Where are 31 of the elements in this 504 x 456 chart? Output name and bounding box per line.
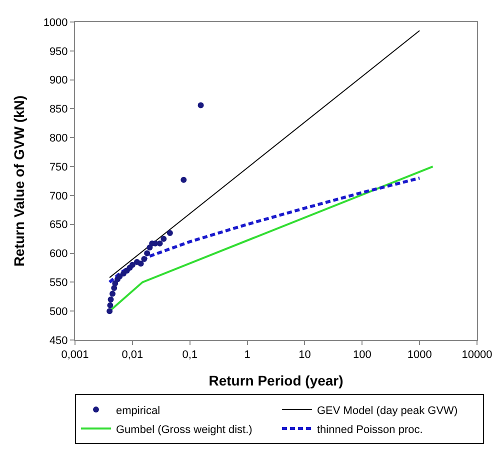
legend-label: Gumbel (Gross weight dist.) <box>116 424 252 436</box>
legend-label: GEV Model (day peak GVW) <box>317 404 458 417</box>
legend-label: empirical <box>116 404 160 417</box>
y-tick-label: 750 <box>49 161 68 174</box>
point <box>160 236 167 242</box>
x-tick-label: 0,001 <box>61 349 89 362</box>
x-tick-label: 1 <box>244 349 250 362</box>
point <box>141 256 148 262</box>
y-tick-label: 1000 <box>43 16 68 29</box>
x-tick-label: 10 <box>298 349 311 362</box>
y-tick-label: 700 <box>49 190 68 202</box>
x-tick-label: 0,1 <box>182 349 198 362</box>
y-tick-label: 950 <box>49 46 68 58</box>
y-tick-label: 450 <box>49 334 68 347</box>
point <box>129 262 136 268</box>
y-tick-label: 600 <box>49 248 68 260</box>
y-tick-label: 900 <box>49 74 68 87</box>
y-tick-label: 500 <box>49 306 68 318</box>
point <box>144 250 150 256</box>
x-tick-label: 10000 <box>462 349 492 362</box>
x-tick-label: 0,01 <box>122 349 144 362</box>
y-tick-label: 800 <box>49 132 68 144</box>
point <box>138 260 144 267</box>
y-tick-label: 550 <box>49 277 68 290</box>
x-tick-label: 1000 <box>407 349 432 362</box>
x-axis-title: Return Period (year) <box>208 372 344 388</box>
legend-label: thinned Poisson proc. <box>317 424 423 436</box>
x-tick-label: 100 <box>352 349 372 362</box>
y-tick-label: 850 <box>49 104 68 116</box>
y-tick-label: 650 <box>49 219 68 232</box>
y-axis-title: Return Value of GVW (kN) <box>10 95 27 267</box>
